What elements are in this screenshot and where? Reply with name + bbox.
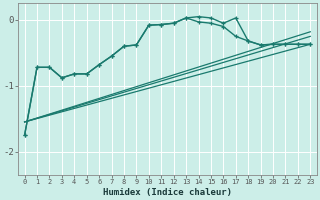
X-axis label: Humidex (Indice chaleur): Humidex (Indice chaleur) xyxy=(103,188,232,197)
